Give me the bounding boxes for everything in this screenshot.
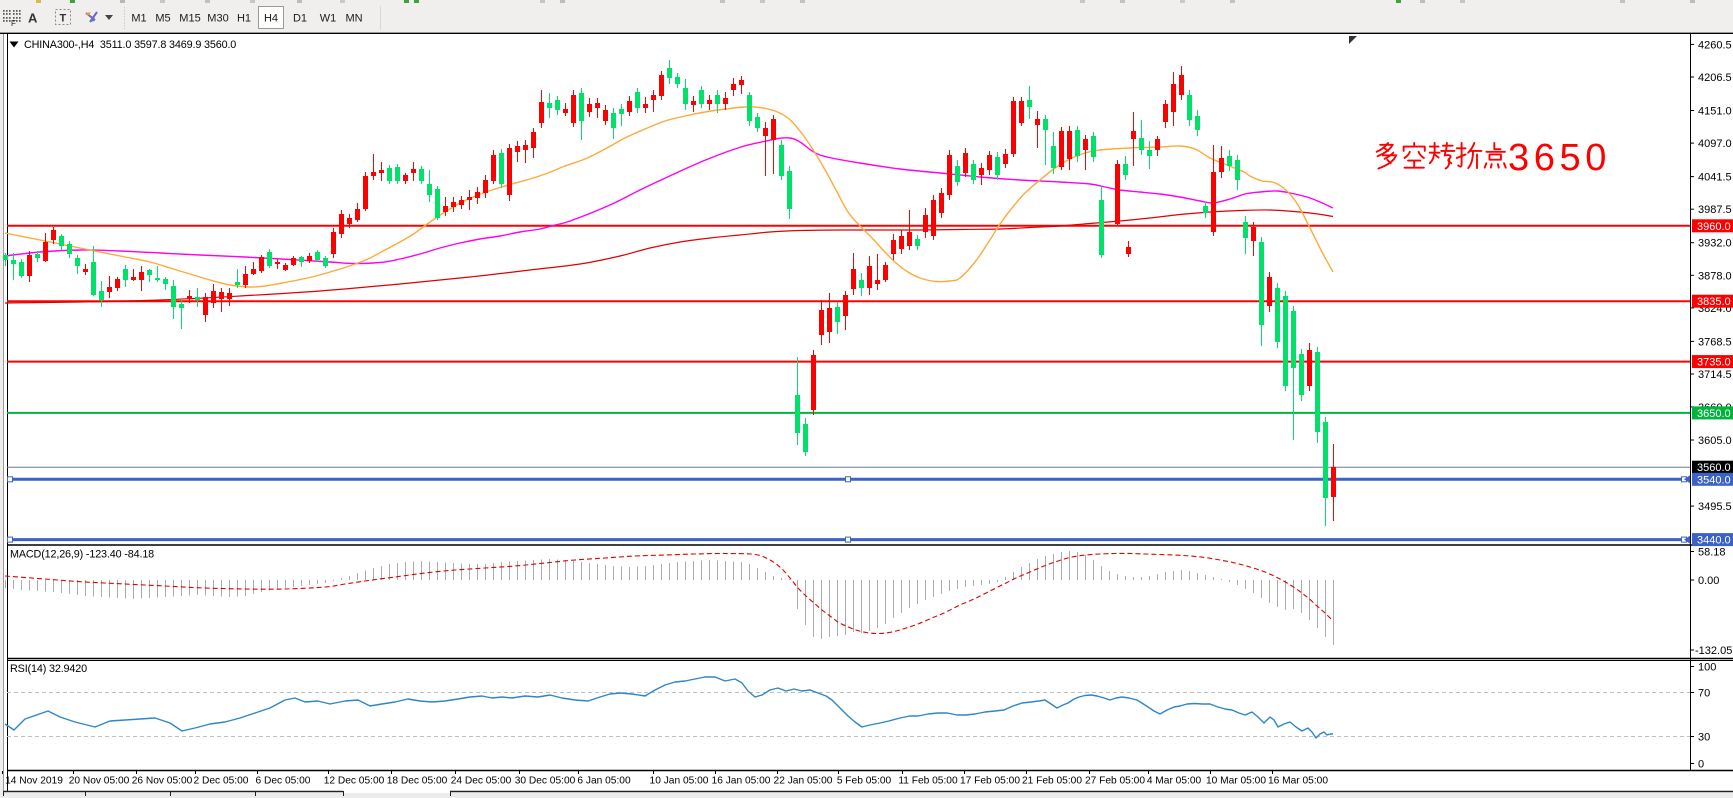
svg-text:3735.0: 3735.0: [1697, 357, 1731, 369]
svg-text:3987.5: 3987.5: [1698, 204, 1732, 216]
svg-text:14 Nov 2019: 14 Nov 2019: [5, 776, 63, 787]
svg-text:17 Feb 05:00: 17 Feb 05:00: [960, 776, 1020, 787]
svg-text:20 Nov 05:00: 20 Nov 05:00: [69, 776, 130, 787]
svg-text:18 Dec 05:00: 18 Dec 05:00: [387, 776, 448, 787]
svg-text:16 Jan 05:00: 16 Jan 05:00: [712, 776, 771, 787]
svg-text:3605.0: 3605.0: [1698, 435, 1732, 447]
svg-text:3440.0: 3440.0: [1697, 535, 1731, 547]
svg-text:H1: H1: [237, 13, 251, 25]
svg-text:MACD(12,26,9) -123.40 -84.18: MACD(12,26,9) -123.40 -84.18: [10, 549, 154, 561]
svg-text:24 Dec 05:00: 24 Dec 05:00: [451, 776, 512, 787]
svg-text:3835.0: 3835.0: [1697, 296, 1731, 308]
svg-text:4260.5: 4260.5: [1698, 39, 1732, 51]
svg-text:6 Dec 05:00: 6 Dec 05:00: [256, 776, 311, 787]
svg-text:58.18: 58.18: [1698, 547, 1726, 559]
svg-text:16 Mar 05:00: 16 Mar 05:00: [1268, 776, 1328, 787]
svg-text:26 Nov 05:00: 26 Nov 05:00: [132, 776, 193, 787]
svg-text:3540.0: 3540.0: [1697, 474, 1731, 486]
svg-text:3932.0: 3932.0: [1698, 238, 1732, 250]
svg-text:3768.5: 3768.5: [1698, 336, 1732, 348]
svg-text:3714.5: 3714.5: [1698, 369, 1732, 381]
svg-text:4206.5: 4206.5: [1698, 72, 1732, 84]
svg-text:0: 0: [1698, 759, 1704, 771]
svg-text:0.00: 0.00: [1698, 575, 1719, 587]
svg-text:W1: W1: [320, 13, 337, 25]
svg-text:H4: H4: [264, 13, 278, 25]
svg-text:4041.5: 4041.5: [1698, 172, 1732, 184]
svg-text:30: 30: [1698, 732, 1710, 744]
svg-text:10 Jan 05:00: 10 Jan 05:00: [650, 776, 709, 787]
svg-text:100: 100: [1698, 662, 1716, 674]
svg-text:D1: D1: [293, 13, 307, 25]
svg-text:11 Feb 05:00: 11 Feb 05:00: [898, 776, 958, 787]
svg-text:3560.0: 3560.0: [1697, 462, 1731, 474]
svg-text:A: A: [28, 11, 38, 26]
svg-text:10 Mar 05:00: 10 Mar 05:00: [1206, 776, 1266, 787]
svg-text:6 Jan 05:00: 6 Jan 05:00: [577, 776, 631, 787]
svg-text:2 Dec 05:00: 2 Dec 05:00: [194, 776, 249, 787]
svg-text:T: T: [60, 13, 67, 25]
svg-text:12 Dec 05:00: 12 Dec 05:00: [324, 776, 385, 787]
svg-text:27 Feb 05:00: 27 Feb 05:00: [1085, 776, 1145, 787]
svg-text:3878.0: 3878.0: [1698, 270, 1732, 282]
svg-text:RSI(14) 32.9420: RSI(14) 32.9420: [10, 663, 87, 675]
svg-text:21 Feb 05:00: 21 Feb 05:00: [1022, 776, 1082, 787]
svg-text:M5: M5: [155, 13, 170, 25]
svg-text:4 Mar 05:00: 4 Mar 05:00: [1147, 776, 1202, 787]
svg-text:4151.0: 4151.0: [1698, 106, 1732, 118]
svg-text:-132.05: -132.05: [1695, 645, 1732, 657]
svg-text:3960.0: 3960.0: [1697, 221, 1731, 233]
svg-text:30 Dec 05:00: 30 Dec 05:00: [515, 776, 576, 787]
svg-text:CHINA300-,H4 3511.0 3597.8 34: CHINA300-,H4 3511.0 3597.8 3469.9 3560.0: [24, 39, 236, 51]
svg-text:MN: MN: [345, 13, 362, 25]
svg-text:F: F: [11, 19, 16, 28]
svg-text:3650: 3650: [1508, 137, 1611, 179]
svg-text:3650.0: 3650.0: [1697, 408, 1731, 420]
svg-text:22 Jan 05:00: 22 Jan 05:00: [774, 776, 833, 787]
svg-text:M30: M30: [207, 13, 228, 25]
svg-text:3495.5: 3495.5: [1698, 501, 1732, 513]
svg-text:5 Feb 05:00: 5 Feb 05:00: [837, 776, 892, 787]
svg-text:4097.0: 4097.0: [1698, 138, 1732, 150]
svg-text:M15: M15: [179, 13, 200, 25]
svg-text:70: 70: [1698, 688, 1710, 700]
svg-text:M1: M1: [131, 13, 146, 25]
